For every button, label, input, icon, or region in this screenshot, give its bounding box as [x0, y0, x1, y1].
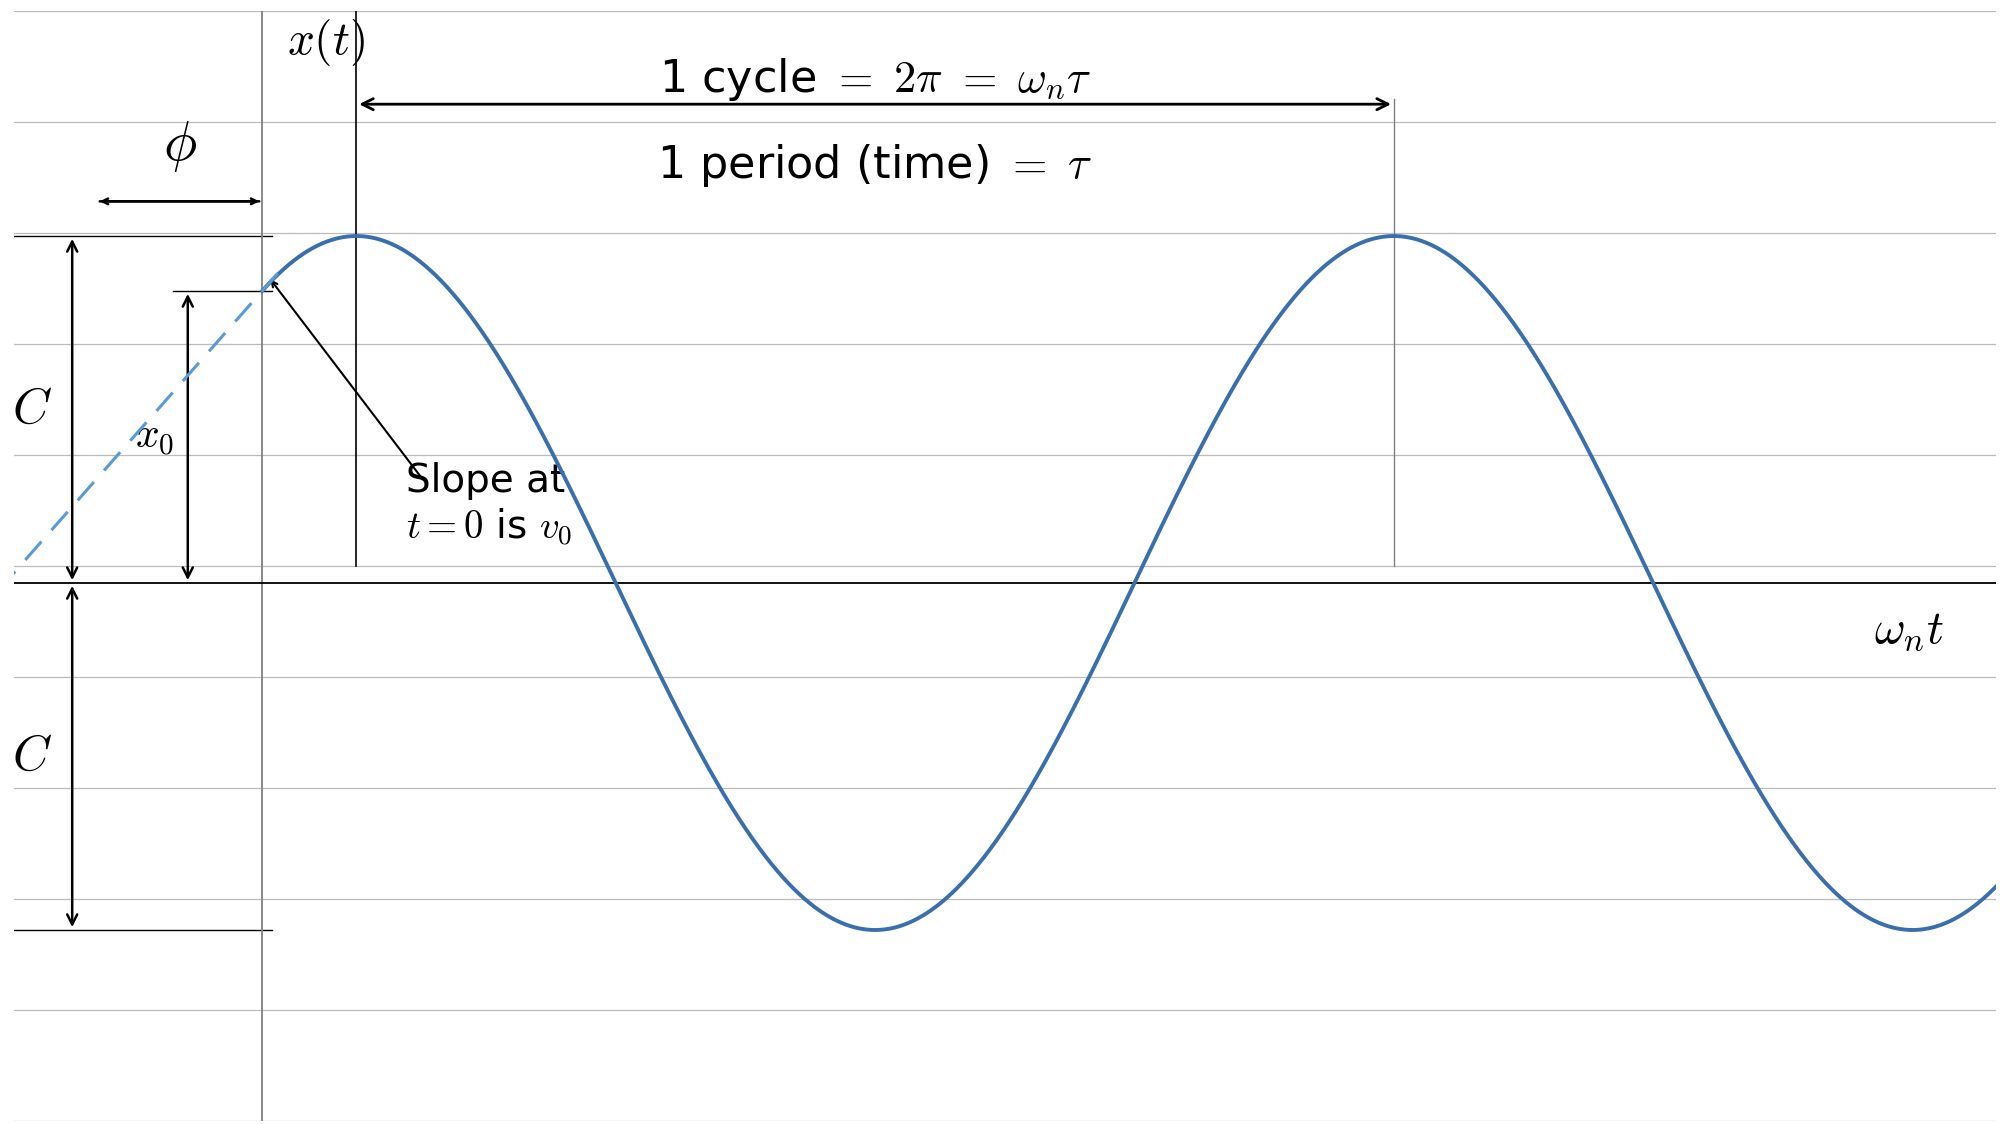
Text: 1 period (time) $= \ \tau$: 1 period (time) $= \ \tau$ — [658, 143, 1092, 189]
Text: $C$: $C$ — [12, 731, 52, 781]
Text: $x(t)$: $x(t)$ — [286, 17, 364, 68]
Text: $x_0$: $x_0$ — [136, 416, 174, 458]
Text: $\phi$: $\phi$ — [162, 118, 196, 173]
Text: $\omega_n t$: $\omega_n t$ — [1874, 608, 1944, 652]
Text: $C$: $C$ — [12, 385, 52, 434]
Text: 1 cycle $= \ 2\pi \ = \ \omega_n \tau$: 1 cycle $= \ 2\pi \ = \ \omega_n \tau$ — [658, 55, 1092, 102]
Text: Slope at
$t = 0$ is $v_0$: Slope at $t = 0$ is $v_0$ — [406, 461, 572, 548]
